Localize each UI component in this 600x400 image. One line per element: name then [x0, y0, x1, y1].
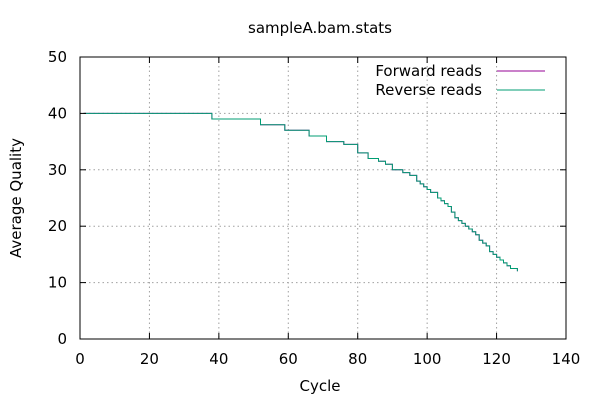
y-tick-label: 50	[48, 48, 67, 66]
x-tick-label: 0	[75, 350, 85, 368]
x-tick-label: 40	[209, 350, 228, 368]
x-axis-label: Cycle	[300, 377, 341, 395]
axis-ticks: 0 20 40 60 80 100 120 140 0 10 20 30 40 50	[48, 48, 580, 368]
series-line-reverse	[83, 112, 518, 272]
chart-title: sampleA.bam.stats	[248, 19, 392, 37]
y-tick-label: 0	[57, 330, 67, 348]
legend-label: Reverse reads	[375, 81, 482, 99]
series-line-forward	[83, 112, 518, 272]
x-tick-label: 80	[348, 350, 367, 368]
plot-frame	[79, 56, 567, 340]
x-tick-label: 20	[140, 350, 159, 368]
series-layer	[83, 112, 518, 272]
x-tick-label: 60	[279, 350, 298, 368]
x-tick-label: 100	[413, 350, 442, 368]
x-tick-label: 140	[552, 350, 581, 368]
y-tick-label: 30	[48, 161, 67, 179]
grid	[80, 57, 566, 339]
y-axis-label: Average Quality	[7, 138, 25, 258]
y-tick-label: 10	[48, 274, 67, 292]
y-tick-label: 20	[48, 217, 67, 235]
legend-label: Forward reads	[375, 62, 482, 80]
x-tick-label: 120	[482, 350, 511, 368]
y-tick-label: 40	[48, 104, 67, 122]
